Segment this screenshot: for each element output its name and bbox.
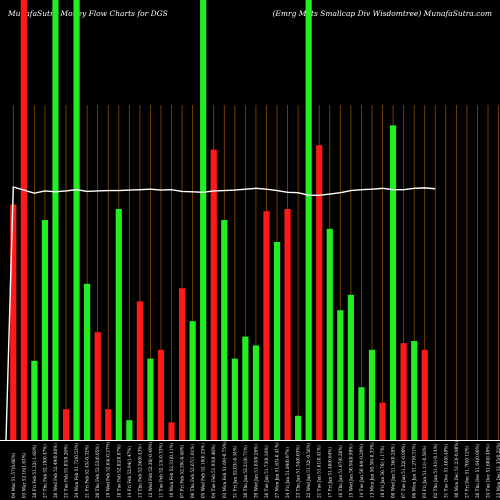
bars: [10, 0, 428, 441]
x-tick-label: 11 Tue Feb 52.13(-0.33%): [158, 443, 163, 498]
bar-up: [305, 0, 312, 440]
x-tick-label: 02 Thu Jan 51.41(-0.14%): [433, 443, 438, 498]
x-tick-label: 27 Mon Jan 51.63(-0.41%): [275, 442, 280, 498]
x-tick-label: 13 Mon Jan 50.59(-0.33%): [369, 442, 374, 498]
bar-down: [210, 149, 217, 440]
bar-up: [295, 415, 302, 440]
bar-up: [389, 125, 397, 441]
bar-up: [189, 321, 196, 440]
bar-up: [242, 336, 249, 440]
x-tick-label: 03 Fri Jan 51.11(-0.58%): [422, 445, 427, 498]
bar-up: [200, 0, 207, 440]
bar-up: [326, 228, 333, 440]
x-tick-label: 07 Fri Feb 52.39(-0.48%): [180, 444, 185, 498]
bar-up: [347, 294, 354, 440]
x-tick-label: 24 Mon Feb 51.72(0.53%): [74, 442, 79, 498]
x-tick-label: 25 Tue Feb 51.03(0.26%): [64, 444, 69, 498]
bar-down: [421, 349, 428, 440]
x-tick-label: 19 Wed Feb 52.64(-0.27%): [106, 441, 111, 498]
bar-down: [400, 343, 407, 440]
x-tick-label: 06 Thu Feb 52.67(1.01%): [190, 444, 195, 498]
bar-down: [94, 332, 101, 440]
x-tick-labels: 04 Mar 51.57(0.06%) 03 Mar 52.16(1.63%) 28…: [11, 441, 500, 498]
x-tick-label: 04 Mar 51.57(0.06%): [11, 452, 16, 498]
x-tick-label: 07 Tue Jan 51.22(-0.09%): [401, 443, 406, 498]
bar-up: [115, 209, 122, 440]
x-tick-label: 10 Mon Feb 52.31(0.11%): [169, 442, 174, 498]
bar-down: [20, 0, 27, 440]
x-tick-label: 03 Mon Feb 51.69(-0.75%): [222, 441, 227, 498]
x-tick-label: 26 Thu Dec 51.64(0.08%): [475, 443, 480, 498]
x-tick-label: 30 Mon Dec 51.23(-0.90%): [454, 441, 459, 498]
x-tick-label: 31 Tue Dec 51.48(0.49%): [443, 444, 448, 498]
x-tick-label: 17 Fri Jan 51.40(0.64%): [327, 447, 332, 498]
bar-up: [358, 387, 365, 440]
x-tick-label: 27 Thu Feb 52.19(0.47%): [42, 444, 47, 498]
x-tick-label: 26 Wed Feb 52.49(0.88%): [53, 443, 58, 498]
bar-down: [105, 409, 112, 440]
money-flow-line: [5, 186, 436, 441]
x-tick-label: 28 Fri Feb 51.32(-1.68%): [32, 444, 37, 498]
x-tick-label: 06 Mon Jan 51.27(0.31%): [412, 443, 417, 498]
x-tick-label: 15 Wed Jan 50.94(0.99%): [348, 444, 353, 498]
x-tick-label: 22 Wed Jan 51.32(-0.56%): [306, 442, 311, 498]
x-tick-label: 23 Mon Dec 51.35(0.22%): [496, 442, 500, 498]
bar-up: [31, 360, 38, 440]
x-tick-label: 08 Wed Jan 51.36(0.28%): [391, 444, 396, 498]
x-tick-label: 24 Fri Jan 51.84(0.97%): [285, 447, 290, 498]
bar-down: [178, 288, 186, 440]
bar-up: [231, 358, 238, 440]
x-tick-label: 04 Tue Feb 51.93(0.46%): [211, 444, 216, 498]
x-tick-label: 24 Tue Dec 51.60(0.49%): [486, 444, 491, 498]
bar-down: [263, 211, 270, 440]
bar-up: [41, 220, 49, 440]
chart-subtitle: (Emrg Mkts Smallcap Div Wisdomtree) Muna…: [272, 9, 492, 18]
x-tick-label: 16 Thu Jan 51.07(0.26%): [338, 445, 343, 498]
x-tick-label: 21 Tue Jan 51.61(0.41%): [317, 445, 322, 498]
x-tick-label: 21 Fri Feb 52.45(-0.32%): [85, 444, 90, 498]
bar-up: [73, 0, 80, 440]
bar-up: [252, 345, 260, 440]
bar-down: [168, 422, 175, 440]
x-tick-label: 29 Wed Jan 51.83(0.26%): [253, 444, 258, 498]
bar-down: [62, 409, 70, 440]
bar-up: [368, 349, 376, 440]
x-tick-label: 18 Tue Feb 52.82(0.67%): [116, 444, 121, 498]
x-tick-label: 03 Mar 52.16(1.63%): [21, 452, 26, 498]
bar-down: [284, 209, 291, 440]
bar-up: [221, 220, 228, 440]
x-tick-label: 30 Thu Jan 52.21(0.71%): [243, 445, 248, 498]
bar-up: [126, 420, 133, 440]
x-tick-label: 14 Fri Feb 52.94(1.47%): [127, 446, 132, 498]
x-tick-label: 10 Fri Jan 50.76(-1.17%): [380, 445, 385, 498]
x-tick-label: 20 Thu Feb 52.55(0.05%): [95, 444, 100, 498]
bar-up: [273, 242, 281, 440]
bar-down: [136, 301, 143, 440]
x-tick-label: 14 Tue Jan 50.44(-0.29%): [359, 443, 364, 498]
bar-down: [379, 402, 386, 440]
bar-up: [52, 0, 59, 440]
x-tick-label: 27 Fri Dec 51.70(0.12%): [464, 445, 469, 498]
x-tick-label: 31 Fri Jan 52.03(-0.34%): [232, 445, 237, 498]
bar-down: [316, 145, 323, 440]
bar-up: [147, 358, 154, 440]
x-tick-label: 23 Thu Jan 51.34(0.03%): [296, 445, 301, 498]
bar-up: [84, 283, 91, 440]
x-tick-label: 05 Wed Feb 52.10(0.25%): [201, 443, 206, 498]
x-tick-label: 12 Wed Feb 52.36(-0.49%): [148, 441, 153, 498]
chart-title: MunafaSutra Money Flow Charts for DGS: [8, 9, 168, 18]
bar-up: [337, 310, 344, 440]
x-tick-label: 28 Tue Jan 51.73(0.18%): [264, 445, 269, 498]
x-tick-label: 13 Thu Feb 52.56(0.43%): [137, 444, 142, 498]
bar-down: [157, 349, 165, 440]
bar-up: [411, 341, 418, 440]
bar-down: [10, 204, 17, 440]
